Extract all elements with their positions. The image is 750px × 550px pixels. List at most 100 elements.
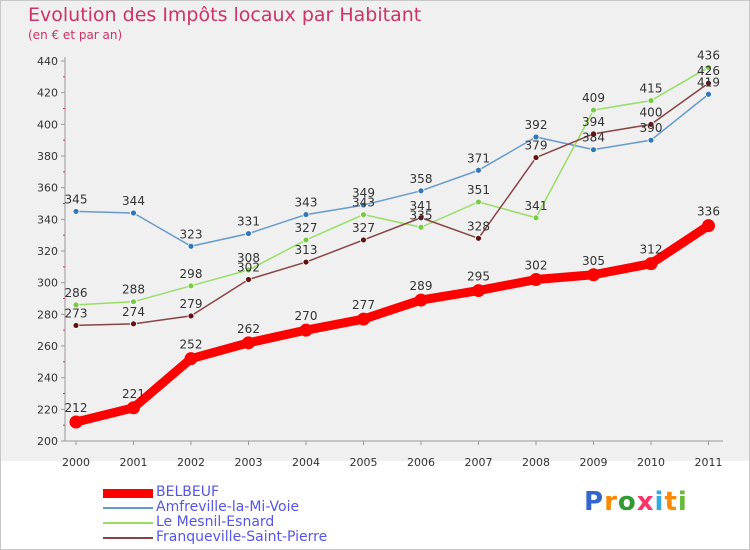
data-point [127,401,140,415]
legend-swatch [103,537,153,539]
data-point [357,312,370,326]
data-point [417,214,425,222]
data-point [705,79,712,87]
legend-swatch [103,507,153,509]
data-point [475,234,482,242]
data-label: 341 [525,199,548,213]
data-point [705,90,712,98]
data-label: 313 [295,243,318,257]
data-point [590,130,597,138]
data-label: 336 [697,205,720,219]
legend-swatch [103,522,153,524]
y-tick-label: 300 [37,277,58,290]
series-le-mesnil-esnard [72,63,712,309]
data-point [532,154,540,161]
data-label: 312 [640,243,663,257]
data-label: 349 [352,186,375,200]
data-label: 358 [410,172,433,186]
data-point [644,257,658,271]
data-label: 341 [410,199,433,213]
x-tick-label: 2009 [580,456,608,469]
data-label: 274 [122,305,145,319]
data-label: 400 [640,105,663,119]
data-label: 345 [65,192,88,206]
y-tick-label: 340 [37,213,58,226]
data-label: 335 [410,208,433,222]
data-label: 298 [180,267,203,281]
data-label: 379 [525,139,548,153]
x-tick-label: 2001 [120,456,148,469]
data-label: 327 [352,221,375,235]
data-label: 323 [180,227,203,241]
data-label: 436 [697,48,720,62]
data-label: 308 [237,251,260,265]
data-label: 384 [582,131,605,145]
series-franqueville-saint-pierre [72,79,712,329]
series-amfreville-la-mi-voie [72,90,712,250]
y-tick-label: 200 [37,435,58,448]
data-label: 343 [352,196,375,210]
data-point [360,201,367,209]
data-label: 262 [237,322,260,336]
data-point [417,187,425,195]
data-point [72,208,80,215]
data-label: 212 [65,401,88,415]
data-point [69,415,83,429]
y-tick-label: 440 [37,55,58,68]
data-label: 343 [295,196,318,210]
data-label: 279 [180,297,203,311]
data-label: 252 [180,338,203,352]
data-label: 289 [410,279,433,293]
legend-label: Amfreville-la-Mi-Voie [156,499,300,515]
logo-letter: o [617,487,637,517]
x-tick-label: 2005 [350,456,378,469]
data-point [647,120,655,128]
data-label: 288 [122,283,145,297]
x-tick-label: 2008 [522,456,550,469]
y-tick-label: 360 [37,182,58,195]
proxiti-logo: Proxiti [584,487,688,517]
data-label: 344 [122,194,145,208]
data-point [72,301,80,309]
data-point [130,320,137,328]
data-point [702,219,715,233]
data-point [647,97,655,104]
data-point [242,336,255,350]
x-tick-label: 2006 [407,456,435,469]
data-label: 328 [467,219,490,233]
legend-label: BELBEUF [156,484,219,500]
x-tick-label: 2004 [292,456,320,469]
data-label: 419 [697,75,720,89]
data-point [360,211,367,218]
data-point [587,268,600,282]
y-tick-label: 260 [37,340,58,353]
data-label: 392 [525,118,548,132]
series-belbeuf [69,219,715,429]
logo-letter: t [664,487,678,517]
x-tick-label: 2003 [235,456,263,469]
data-point [705,63,712,71]
x-tick-label: 2002 [177,456,205,469]
data-point [302,258,310,266]
data-point [302,211,310,218]
data-label: 286 [65,286,88,300]
x-tick-label: 2011 [695,456,723,469]
data-point [302,236,310,244]
line-chart: 200 220 240 260 280 300 320 340 360 380 400 420 440 2… [37,48,723,469]
data-point [475,166,482,174]
logo-letter: i [677,487,688,517]
data-label: 371 [467,151,490,165]
data-point [414,293,428,307]
data-label: 331 [237,215,260,229]
y-tick-label: 320 [37,245,58,258]
data-point [245,230,252,237]
x-tick-label: 2000 [62,456,90,469]
data-point [187,312,195,320]
y-tick-label: 400 [37,118,58,131]
y-tick-label: 380 [37,150,58,163]
series-line [71,221,713,427]
data-point [647,136,655,144]
data-label: 277 [352,298,375,312]
x-tick-label: 2010 [637,456,665,469]
